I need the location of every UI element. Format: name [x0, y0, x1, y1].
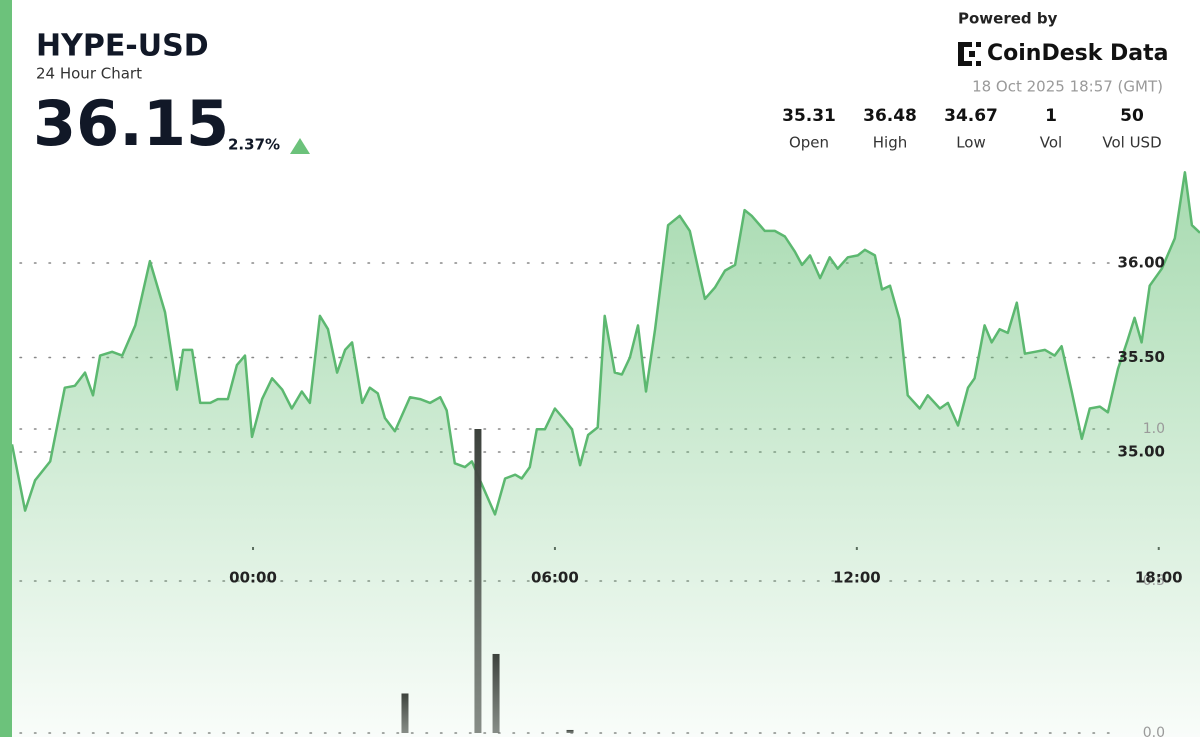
chart-subtitle: 24 Hour Chart [36, 65, 142, 83]
up-arrow [290, 138, 310, 154]
brand: CoinDesk Data [987, 41, 1169, 66]
stat-value: 34.67 [944, 106, 998, 126]
x-tick-label: 18:00 [1135, 569, 1183, 587]
stat-value: 50 [1120, 106, 1144, 126]
volume-bar [492, 653, 500, 733]
volume-bar [566, 729, 574, 733]
stats: 35.31 Open 36.48 High 34.67 Low 1 Vol 50 Vol USD [782, 106, 1162, 152]
y-tick-label: 36.00 [1118, 254, 1165, 272]
volume-bar [474, 429, 482, 733]
y2-tick-label: 1.0 [1143, 421, 1165, 437]
stat-label: Low [956, 134, 986, 152]
price: 36.15 [33, 87, 229, 160]
stat-value: 36.48 [863, 106, 917, 126]
price-line [10, 171, 1200, 516]
powered-by: Powered by [958, 10, 1058, 28]
accent-bar [0, 0, 12, 737]
stat-value: 35.31 [782, 106, 836, 126]
stat-label: Open [789, 134, 829, 152]
y-tick-label: 35.00 [1118, 443, 1165, 461]
price-area [12, 172, 1200, 737]
stat-value: 1 [1045, 106, 1057, 126]
timestamp: 18 Oct 2025 18:57 (GMT) [972, 78, 1163, 96]
x-tick-label: 00:00 [229, 569, 277, 587]
volume-bar [401, 693, 409, 733]
stat-label: High [873, 134, 907, 152]
plot-area: 35.00 35.50 36.00 0.0 0.5 1.0 00:00 06:00 12:00 1… [10, 171, 1200, 737]
stat-label: Vol USD [1102, 134, 1161, 152]
y2-tick-label: 0.0 [1143, 725, 1165, 737]
chart-title: HYPE-USD [36, 29, 209, 64]
y-tick-label: 35.50 [1118, 348, 1165, 366]
x-tick-label: 12:00 [833, 569, 881, 587]
brand-logo [958, 42, 981, 66]
y2-tick-label: 0.5 [1143, 573, 1165, 589]
stat-label: Vol [1040, 134, 1062, 152]
change: 2.37% [228, 136, 280, 154]
x-tick-label: 06:00 [531, 569, 579, 587]
